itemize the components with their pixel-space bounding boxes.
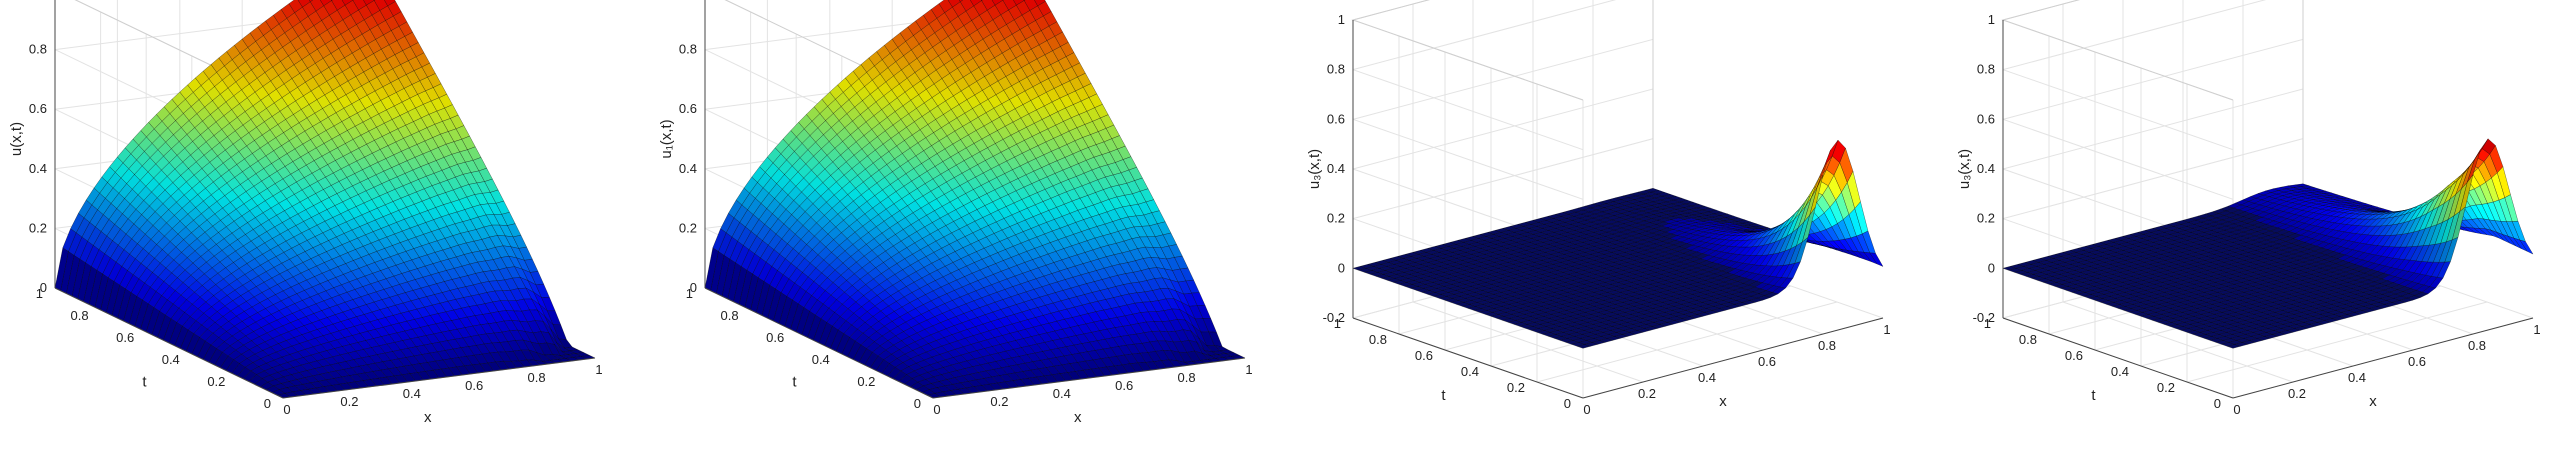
z-tick-label: 0 <box>40 280 47 295</box>
y-tick-label: 0.4 <box>812 352 830 367</box>
x-tick-label: 0.4 <box>1053 386 1071 401</box>
y-tick-label: 0.2 <box>207 374 225 389</box>
x-tick-label: 0.2 <box>340 394 358 409</box>
y-tick-label: 0.8 <box>71 308 89 323</box>
x-tick-label: 1 <box>1245 362 1252 377</box>
y-axis-label: t <box>2091 387 2096 404</box>
x-tick-label: 0.8 <box>2468 338 2486 353</box>
x-tick-label: 0.4 <box>1698 370 1716 385</box>
z-tick-label: 0.6 <box>1977 111 1995 126</box>
x-tick-label: 0.6 <box>465 378 483 393</box>
z-tick-label: 0.2 <box>29 220 47 235</box>
x-tick-label: 0.8 <box>528 370 546 385</box>
y-tick-label: 0.8 <box>1369 332 1387 347</box>
x-tick-label: 0.2 <box>990 394 1008 409</box>
x-tick-label: 0 <box>933 402 940 417</box>
y-tick-label: 0.2 <box>857 374 875 389</box>
y-tick-label: 0.2 <box>2157 380 2175 395</box>
x-tick-label: 0.8 <box>1178 370 1196 385</box>
y-tick-label: 0 <box>914 396 921 411</box>
x-axis-label: x <box>1074 409 1082 426</box>
z-tick-label: 0.8 <box>679 42 697 57</box>
x-tick-label: 1 <box>1883 322 1890 337</box>
y-tick-label: 0.6 <box>766 330 784 345</box>
z-tick-label: 0.2 <box>1977 211 1995 226</box>
y-tick-label: 0.8 <box>2019 332 2037 347</box>
z-tick-label: 0.4 <box>1327 161 1345 176</box>
x-tick-label: 0.8 <box>1818 338 1836 353</box>
surface-mesh <box>704 0 1246 399</box>
surface-plot-3: 00.20.40.60.8100.20.40.60.81-0.200.20.40… <box>1306 0 1891 417</box>
z-tick-label: 0 <box>690 280 697 295</box>
y-tick-label: 0 <box>2214 396 2221 411</box>
x-tick-label: 0.6 <box>1758 354 1776 369</box>
y-tick-label: 0 <box>1564 396 1571 411</box>
y-tick-label: 0.4 <box>162 352 180 367</box>
x-tick-label: 0.2 <box>2288 386 2306 401</box>
x-axis-label: x <box>424 409 432 426</box>
z-tick-label: 0.2 <box>679 220 697 235</box>
x-axis-label: x <box>1719 393 1727 410</box>
z-tick-label: -0.2 <box>1973 310 1995 325</box>
axes: 00.20.40.60.8100.20.40.60.81-0.200.20.40… <box>1306 12 1891 417</box>
axes: 00.20.40.60.8100.20.40.60.8100.20.40.60.… <box>8 0 603 426</box>
x-tick-label: 0 <box>1583 402 1590 417</box>
y-tick-label: 0.8 <box>721 308 739 323</box>
surface-plot-1: 00.20.40.60.8100.20.40.60.8100.20.40.60.… <box>8 0 603 426</box>
y-tick-label: 0.6 <box>1415 348 1433 363</box>
surface-mesh <box>1352 139 1884 349</box>
z-tick-label: 0.8 <box>29 42 47 57</box>
x-tick-label: 0 <box>2233 402 2240 417</box>
z-tick-label: 0.4 <box>29 161 47 176</box>
z-tick-label: 0.8 <box>1327 62 1345 77</box>
z-tick-label: 1 <box>1338 12 1345 27</box>
surface-plot-4: 00.20.40.60.8100.20.40.60.81-0.200.20.40… <box>1956 0 2541 417</box>
x-tick-label: 0.6 <box>2408 354 2426 369</box>
z-axis-label: u₁(x,t) <box>658 119 675 158</box>
y-tick-label: 1 <box>36 286 43 301</box>
z-axis-label: u(x,t) <box>8 122 25 156</box>
y-tick-label: 1 <box>1334 316 1341 331</box>
y-tick-label: 0.6 <box>2065 348 2083 363</box>
x-tick-label: 0.2 <box>1638 386 1656 401</box>
x-tick-label: 1 <box>595 362 602 377</box>
z-tick-label: 0.2 <box>1327 211 1345 226</box>
y-tick-label: 0.2 <box>1507 380 1525 395</box>
z-axis-label: u₃(x,t) <box>1956 149 1973 189</box>
z-tick-label: 0 <box>1338 260 1345 275</box>
z-tick-label: 0.8 <box>1977 62 1995 77</box>
y-tick-label: 0.4 <box>1461 364 1479 379</box>
x-tick-label: 0.4 <box>403 386 421 401</box>
y-axis-label: t <box>142 374 147 391</box>
x-tick-label: 0.6 <box>1115 378 1133 393</box>
z-tick-label: 0.6 <box>679 101 697 116</box>
y-tick-label: 0 <box>264 396 271 411</box>
z-tick-label: -0.2 <box>1323 310 1345 325</box>
surface-plot-2: 00.20.40.60.8100.20.40.60.8100.20.40.60.… <box>658 0 1253 426</box>
axes: 00.20.40.60.8100.20.40.60.81-0.200.20.40… <box>1956 12 2541 417</box>
x-axis-label: x <box>2369 393 2377 410</box>
y-tick-label: 0.4 <box>2111 364 2129 379</box>
axes: 00.20.40.60.8100.20.40.60.8100.20.40.60.… <box>658 0 1253 426</box>
y-tick-label: 1 <box>686 286 693 301</box>
z-tick-label: 0.6 <box>1327 111 1345 126</box>
surface-mesh <box>54 0 596 399</box>
z-tick-label: 1 <box>1988 12 1995 27</box>
z-tick-label: 0.4 <box>679 161 697 176</box>
z-tick-label: 0.4 <box>1977 161 1995 176</box>
z-tick-label: 0.6 <box>29 101 47 116</box>
z-tick-label: 0 <box>1988 260 1995 275</box>
z-axis-label: u₃(x,t) <box>1306 149 1323 189</box>
y-tick-label: 1 <box>1984 316 1991 331</box>
y-axis-label: t <box>1441 387 1446 404</box>
surface-mesh <box>2002 138 2534 349</box>
x-tick-label: 0 <box>283 402 290 417</box>
y-axis-label: t <box>792 374 797 391</box>
y-tick-label: 0.6 <box>116 330 134 345</box>
x-tick-label: 0.4 <box>2348 370 2366 385</box>
x-tick-label: 1 <box>2533 322 2540 337</box>
